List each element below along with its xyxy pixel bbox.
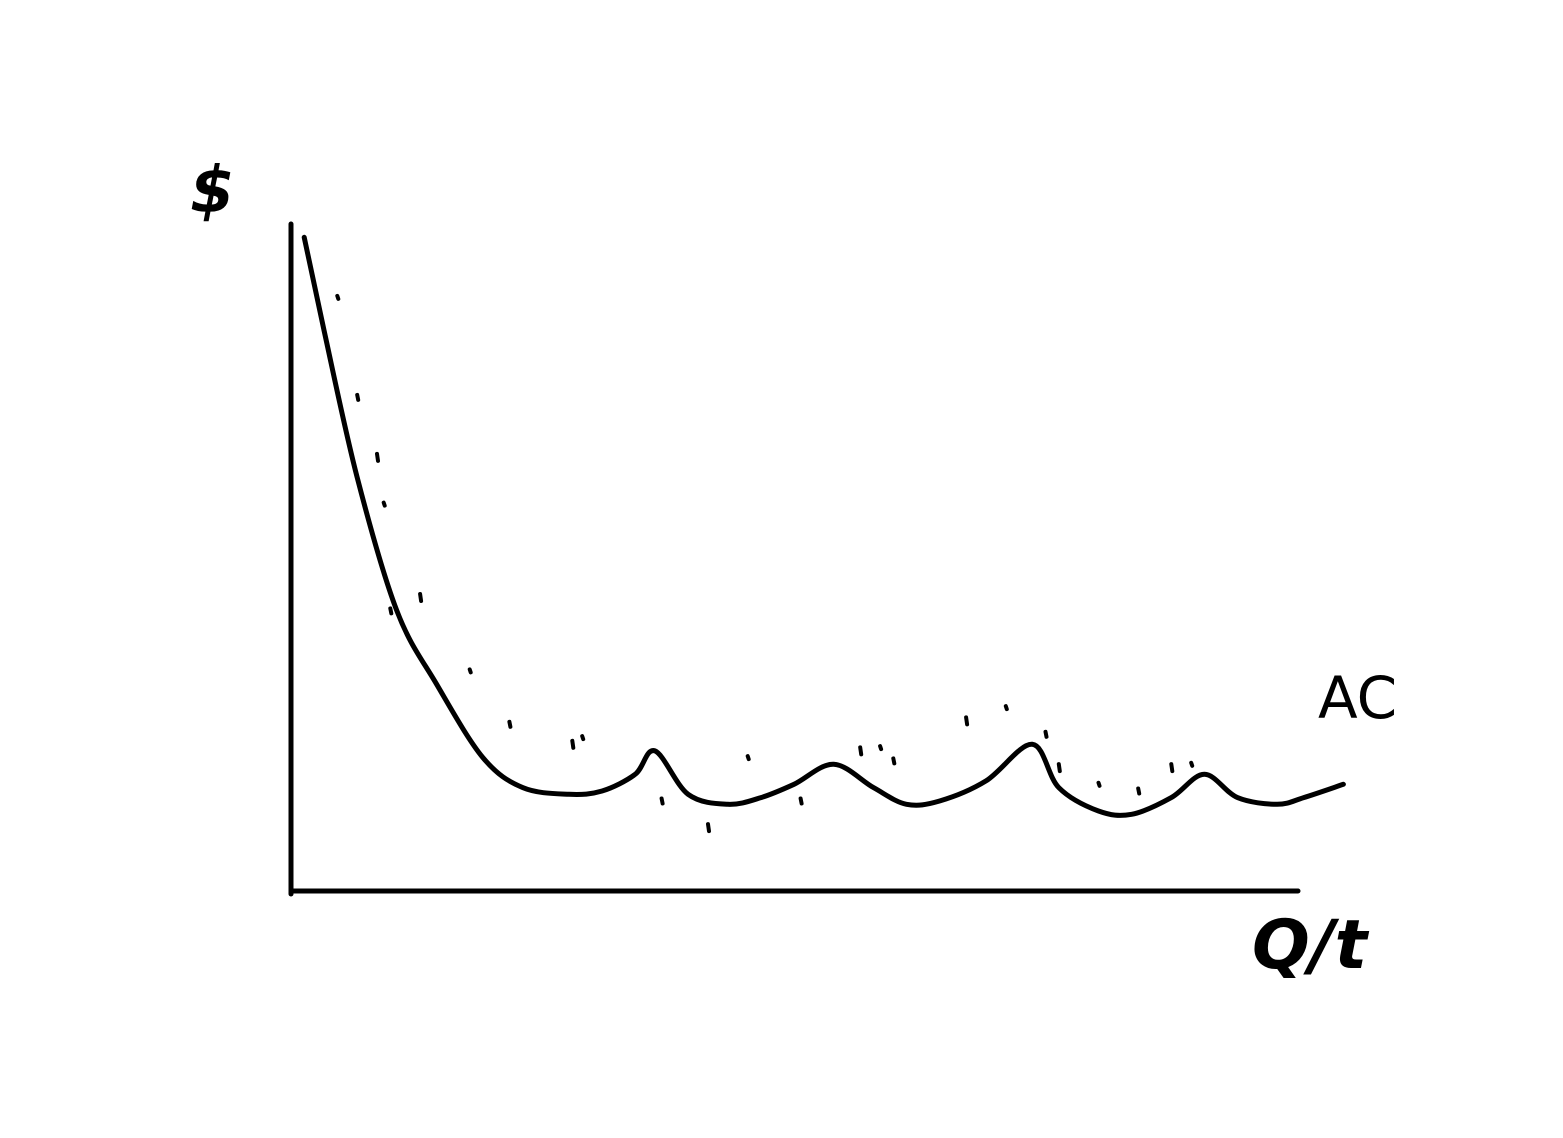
scatter-dot	[381, 500, 387, 508]
scatter-dot	[659, 796, 665, 806]
scatter-dot	[388, 606, 394, 616]
scatter-dot	[1169, 762, 1175, 774]
y-axis-label: $	[190, 154, 235, 228]
scatter-dot	[570, 738, 576, 750]
curve-layer	[301, 234, 1346, 818]
scatter-dot	[580, 734, 586, 742]
scatter-dot	[745, 754, 751, 762]
scatter-dot	[355, 392, 361, 402]
scatter-dot	[964, 715, 970, 727]
scatter-dot	[467, 667, 473, 675]
scatter-dot	[507, 719, 513, 729]
scatter-dot	[706, 822, 711, 834]
scatter-dot	[798, 796, 804, 806]
scatter-dot	[858, 745, 864, 757]
series-label-ac: AC	[1318, 664, 1397, 732]
scatter-dot	[375, 451, 380, 463]
x-axis-label: Q/t	[1252, 906, 1370, 985]
dots-layer	[335, 293, 1195, 834]
scatter-dot	[1003, 704, 1009, 712]
scatter-dot	[1043, 729, 1049, 739]
scatter-dot	[891, 756, 897, 766]
scatter-dot	[878, 744, 884, 752]
scatter-dot	[1096, 780, 1102, 788]
series-line-ac	[301, 234, 1346, 818]
scatter-dot	[1189, 760, 1195, 768]
scatter-dot	[1136, 786, 1142, 796]
scatter-dot	[335, 293, 341, 301]
scatter-dot	[1056, 762, 1062, 774]
scatter-dot	[418, 592, 424, 603]
